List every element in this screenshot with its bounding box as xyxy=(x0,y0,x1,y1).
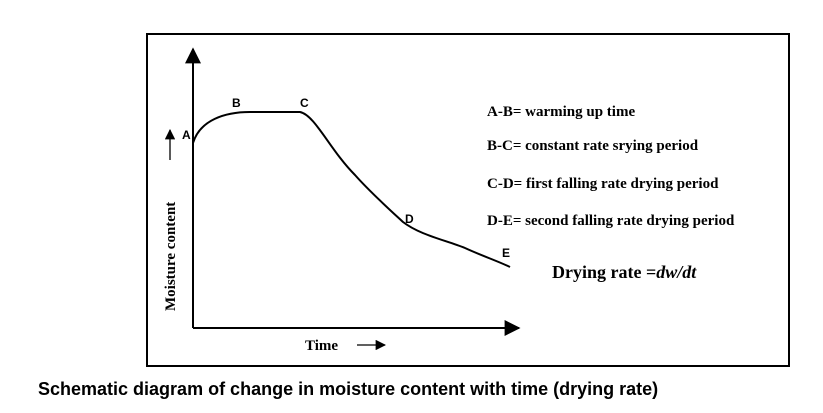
point-a-label: A xyxy=(182,128,191,142)
legend-item-ab: A-B= warming up time xyxy=(487,104,635,120)
figure-frame xyxy=(146,33,790,367)
moisture-curve xyxy=(192,111,511,268)
point-c-label: C xyxy=(300,96,309,110)
legend-item-cd: C-D= first falling rate drying period xyxy=(487,176,719,192)
drying-rate-prefix: Drying rate = xyxy=(552,262,656,282)
legend-item-bc: B-C= constant rate srying period xyxy=(487,138,699,154)
point-d-label: D xyxy=(405,212,414,226)
drying-rate-formula: Drying rate =dw/dt xyxy=(552,262,697,282)
legend-item-de: D-E= second falling rate drying period xyxy=(487,213,735,229)
figure-caption: Schematic diagram of change in moisture … xyxy=(38,379,659,399)
point-b-label: B xyxy=(232,96,241,110)
x-axis-label: Time xyxy=(305,338,338,354)
y-axis-label: Moisture content xyxy=(163,202,179,311)
drying-rate-expression: dw/dt xyxy=(656,262,697,282)
point-e-label: E xyxy=(502,246,510,260)
